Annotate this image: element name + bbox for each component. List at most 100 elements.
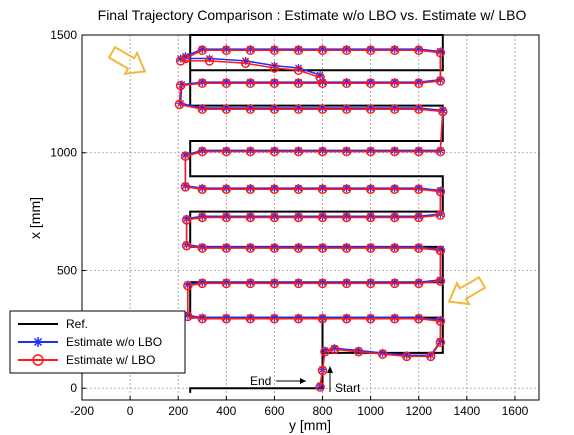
data-point — [389, 212, 400, 223]
data-point — [221, 278, 232, 289]
data-point — [183, 281, 193, 291]
x-axis-ticks: -200 0 200 400 600 800 1000 1200 1400 1600 — [70, 396, 529, 418]
data-point — [341, 146, 352, 157]
data-point — [269, 278, 280, 289]
x-axis-label: y [mm] — [289, 417, 331, 433]
data-point — [269, 45, 280, 56]
data-point — [245, 314, 256, 324]
data-point — [180, 151, 191, 162]
data-point — [329, 344, 340, 355]
data-point — [435, 210, 446, 220]
data-point — [245, 184, 256, 194]
data-point — [293, 243, 304, 253]
data-point — [293, 212, 304, 223]
legend: Ref. Estimate w/o LBO Estimate w/ LBO — [9, 310, 186, 374]
x-tick-label: 0 — [127, 404, 134, 418]
data-point — [317, 78, 328, 89]
data-point — [269, 212, 280, 223]
data-point — [204, 56, 215, 66]
data-point — [293, 184, 304, 194]
data-point — [269, 63, 280, 73]
hollow-arrow-icon-bottom-right — [447, 276, 487, 306]
legend-w-lbo-label: Estimate w/ LBO — [66, 353, 155, 367]
x-tick-label: 1400 — [453, 404, 480, 418]
data-point — [293, 146, 304, 157]
data-point — [353, 346, 364, 357]
data-point — [389, 314, 400, 324]
data-point — [269, 243, 280, 253]
data-point — [389, 78, 400, 89]
data-point — [341, 314, 352, 324]
data-point — [413, 243, 424, 253]
data-point — [426, 351, 436, 362]
data-point — [181, 241, 192, 251]
data-point — [317, 45, 328, 56]
data-point — [413, 78, 424, 89]
data-point — [377, 349, 388, 359]
data-point — [365, 104, 376, 114]
data-point — [197, 146, 208, 157]
data-point — [197, 278, 208, 289]
data-point — [317, 243, 328, 253]
hollow-arrow-icon-top-left — [107, 45, 147, 76]
x-tick-label: 200 — [168, 404, 188, 418]
data-point — [175, 80, 186, 91]
data-point — [435, 337, 446, 348]
y-tick-label: 1000 — [50, 146, 77, 160]
data-point — [221, 45, 232, 56]
data-point — [293, 104, 304, 114]
data-point — [365, 146, 376, 157]
data-point — [438, 106, 448, 117]
data-point — [221, 146, 232, 157]
x-tick-label: 1000 — [357, 404, 384, 418]
data-point — [221, 78, 232, 89]
data-point — [317, 184, 328, 194]
data-point — [197, 243, 208, 253]
x-tick-label: 800 — [313, 404, 333, 418]
data-point — [293, 65, 304, 76]
data-point — [174, 99, 185, 110]
data-point — [341, 78, 352, 89]
data-point — [435, 47, 446, 58]
data-point — [435, 316, 446, 326]
data-point — [365, 184, 376, 194]
data-point — [389, 278, 400, 289]
y-axis-label: x [mm] — [27, 197, 43, 239]
data-point — [175, 56, 186, 66]
data-point — [317, 104, 328, 114]
data-point — [245, 45, 256, 56]
data-point — [293, 45, 304, 56]
data-point — [221, 314, 232, 324]
data-point — [365, 314, 376, 324]
data-point — [245, 278, 256, 289]
annotations: End Start — [250, 366, 361, 395]
data-point — [317, 146, 328, 157]
data-point — [245, 243, 256, 253]
data-point — [293, 314, 304, 324]
legend-wo-lbo-label: Estimate w/o LBO — [66, 335, 162, 349]
x-tick-label: 600 — [264, 404, 284, 418]
legend-ref-label: Ref. — [66, 317, 88, 331]
data-point — [180, 53, 191, 64]
data-point — [245, 212, 256, 223]
y-axis-ticks: 0 500 1000 1500 — [50, 28, 86, 395]
data-point — [341, 278, 352, 289]
data-point — [365, 45, 376, 56]
data-point — [435, 76, 446, 86]
data-point — [413, 184, 424, 194]
annotation-start: Start — [335, 381, 361, 395]
x-tick-label: 400 — [216, 404, 236, 418]
data-point — [435, 146, 446, 157]
data-point — [320, 346, 330, 357]
data-point — [389, 184, 400, 194]
data-point — [197, 314, 208, 324]
data-point — [197, 104, 208, 114]
data-point — [435, 186, 446, 197]
data-point — [221, 212, 232, 223]
data-point — [413, 146, 424, 157]
data-point — [341, 45, 352, 56]
data-point — [317, 278, 328, 289]
data-point — [435, 276, 446, 286]
data-point — [365, 212, 376, 223]
